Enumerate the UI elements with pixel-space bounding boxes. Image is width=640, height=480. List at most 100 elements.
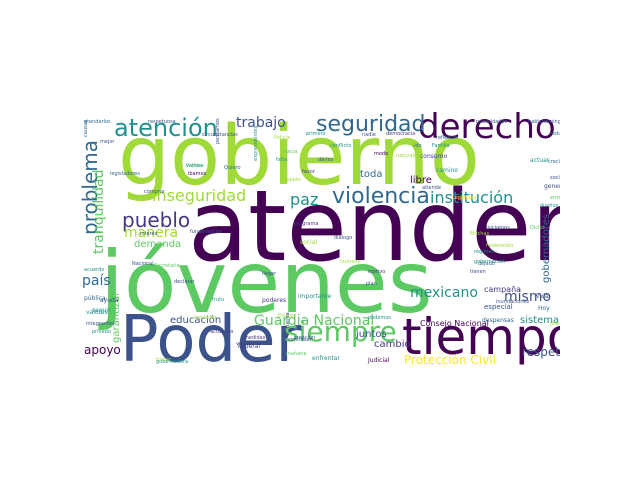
word: fundamental (190, 229, 222, 235)
word: ningún (550, 119, 560, 125)
word: derecho (418, 107, 556, 147)
word: gobernadora (156, 359, 189, 365)
word: libre (410, 175, 432, 186)
word: dueños (540, 203, 559, 209)
word: diálogo (334, 235, 353, 241)
word: inundaciones (496, 299, 530, 305)
word: privado (92, 329, 111, 335)
word: iniciamos (486, 225, 510, 231)
word: vida (536, 293, 549, 300)
word: violencia (332, 184, 430, 209)
word: Judicial (368, 357, 390, 364)
word: tiempo (402, 308, 560, 366)
word: conflicto (330, 143, 352, 149)
word: respeto (282, 177, 301, 183)
word: creación (294, 335, 316, 341)
word: seguir (92, 307, 111, 314)
word: humano (340, 259, 361, 265)
word: respetar (522, 345, 560, 359)
word: ido (414, 143, 422, 149)
word: juntos (356, 329, 387, 340)
word: trasladar (194, 315, 217, 321)
word: creció (548, 159, 560, 165)
word: paz (290, 190, 319, 209)
word: nadie (362, 132, 376, 138)
word: general (544, 183, 560, 190)
word: motivo (368, 269, 386, 275)
word-cloud: atender jóvenes gobierno Poder tiempo de… (80, 100, 560, 372)
word: pueblo (122, 208, 191, 232)
word: mejor (100, 139, 115, 145)
word: declarar (174, 279, 195, 285)
word: Legalidad (452, 195, 477, 201)
word: inseguridad (152, 186, 247, 205)
word: Secretaría (154, 263, 180, 269)
word: sociedad (550, 175, 560, 181)
word: Guardia Nacional (254, 313, 375, 329)
word: ibamos (188, 171, 207, 177)
word: continuar (288, 337, 312, 343)
word: Estado (278, 313, 296, 319)
word: toda (360, 169, 383, 180)
word: Poder (120, 303, 302, 372)
word: demanda (134, 239, 182, 250)
word: institución (430, 188, 514, 207)
word: poderes (262, 297, 287, 304)
word: Federación (486, 243, 514, 249)
word: Dicho (530, 225, 545, 231)
word: hablando (528, 119, 552, 125)
word: Quiero (224, 165, 241, 171)
word: plan (366, 281, 377, 287)
word: programa (294, 221, 319, 227)
word: atender (188, 170, 560, 284)
word: fruto (212, 297, 225, 303)
word: comprar (144, 189, 166, 195)
word: atención (114, 114, 218, 142)
word: siempre (284, 315, 397, 348)
word: reflexión (436, 135, 458, 141)
word: cambio (374, 339, 411, 350)
word: primero (306, 131, 326, 137)
word: pensamos (215, 118, 221, 144)
word: actuando (210, 329, 234, 335)
word: apoyo (84, 343, 121, 357)
word: favor (302, 169, 315, 175)
word: enfrentar (312, 355, 340, 362)
word: campaña (484, 285, 522, 294)
word: tomar (156, 357, 172, 363)
word: gobernación (474, 259, 506, 265)
word: dárles (318, 157, 334, 163)
word: democracia (386, 131, 416, 137)
word: gobierno (118, 109, 480, 204)
word: Consejo Nacional (420, 319, 489, 328)
word: modo (374, 151, 389, 157)
word: social (300, 239, 318, 246)
word: régimen (474, 249, 495, 255)
word: podemos (368, 315, 392, 321)
word: Nacional (132, 261, 154, 267)
word: legisladores (110, 171, 140, 177)
word: veces (236, 341, 251, 347)
word: dejado (478, 261, 495, 267)
word: pública (84, 295, 106, 302)
word: llegar (262, 271, 277, 277)
word: atiende (422, 185, 441, 191)
word: consumo (420, 153, 448, 160)
word: actuar (530, 157, 550, 164)
word: seguridad (316, 112, 426, 137)
word: país (82, 273, 111, 289)
word: expresidentes (253, 125, 259, 161)
word: vamos (186, 163, 203, 169)
word: integrantes (86, 321, 115, 327)
word: jóvenes (100, 233, 433, 333)
word: tienen (470, 269, 486, 275)
word: circunstancias (202, 132, 238, 138)
word: camino (436, 167, 458, 174)
word: acuerdo (84, 267, 105, 273)
word: Federal (238, 343, 261, 350)
word: emergencia (550, 195, 560, 201)
word: fuerza (285, 312, 291, 328)
word: atenderlos (84, 119, 111, 125)
word: medidas (244, 335, 266, 341)
word: mexicano (410, 285, 478, 301)
